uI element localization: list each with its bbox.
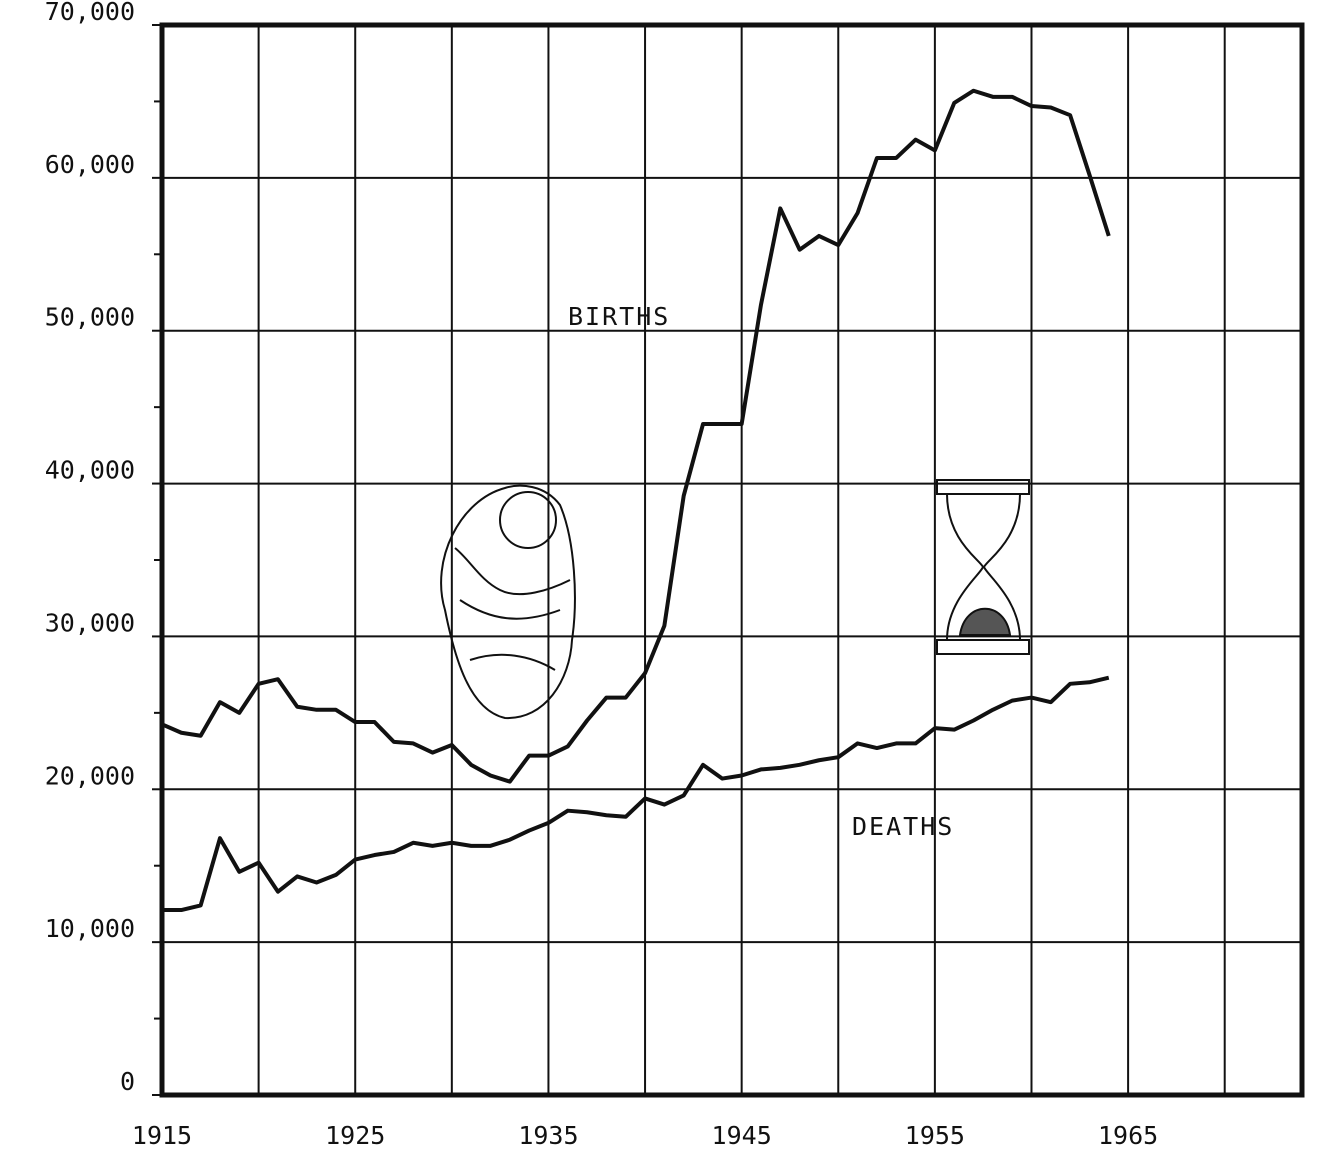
y-tick-label: 50,000	[45, 303, 135, 332]
x-tick-label: 1915	[132, 1121, 192, 1150]
y-tick-label: 70,000	[45, 0, 135, 26]
x-tick-label: 1945	[712, 1121, 772, 1150]
plot-frame	[162, 25, 1302, 1095]
y-tick-label: 20,000	[45, 761, 135, 790]
x-tick-label: 1965	[1098, 1121, 1158, 1150]
x-tick-label: 1955	[905, 1121, 965, 1150]
series-line	[162, 91, 1109, 782]
baby-drawing	[441, 486, 575, 718]
annotation: BIRTHS	[568, 302, 670, 331]
x-tick-label: 1925	[325, 1121, 385, 1150]
series-line	[162, 678, 1109, 910]
chart: 0 10,000 20,000 30,000 40,000 50,000 60,000 70,…	[0, 0, 1322, 1157]
annotation: DEATHS	[852, 812, 954, 841]
x-tick-label: 1935	[518, 1121, 578, 1150]
y-tick-label: 10,000	[45, 914, 135, 943]
hourglass-drawing	[937, 480, 1029, 654]
y-tick-label: 30,000	[45, 608, 135, 637]
y-tick-label: 40,000	[45, 456, 135, 485]
y-tick-label: 0	[120, 1067, 135, 1096]
y-tick-label: 60,000	[45, 150, 135, 179]
illustrations	[441, 480, 1029, 718]
